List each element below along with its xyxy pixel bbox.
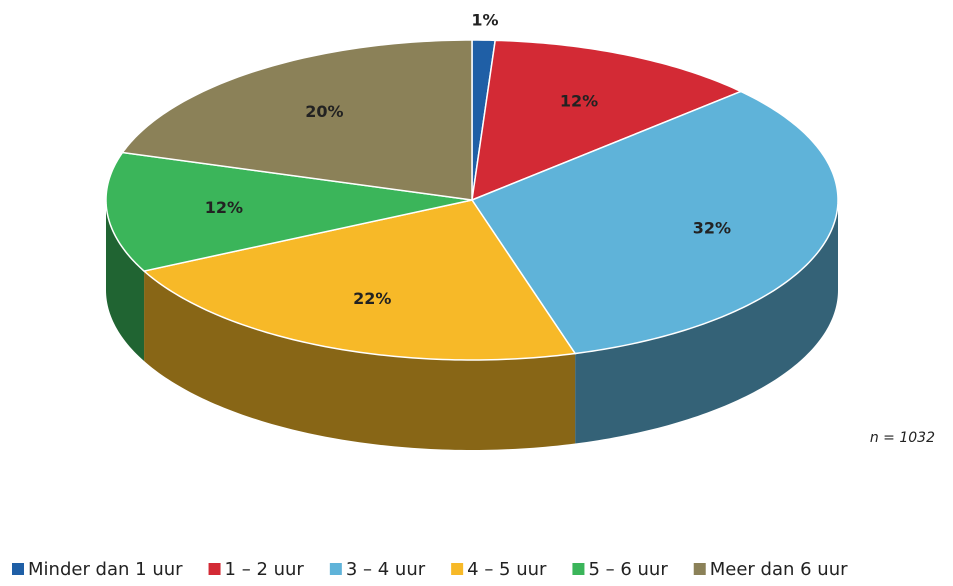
legend-swatch [693,563,706,575]
annotation: n = 1032 [870,430,935,446]
legend-swatch [12,563,24,575]
legend-label: 4 – 5 uur [467,559,547,580]
legend-swatch [451,563,464,575]
legend-label: Meer dan 6 uur [710,559,848,580]
data-label: 22% [353,289,391,308]
legend-swatch [208,563,221,575]
legend-label: 1 – 2 uur [225,559,305,580]
pie-side [106,200,145,362]
pie-slice [142,199,577,361]
pie-side [575,200,838,444]
pie-slice [105,151,473,272]
pie-slice [121,39,473,201]
pie-slice [471,39,743,202]
data-label: 32% [693,218,731,237]
legend-label: 5 – 6 uur [588,559,668,580]
data-label: 20% [305,102,343,121]
legend-label: 3 – 4 uur [346,559,426,580]
legend-swatch [329,563,342,575]
pie-side [144,271,576,450]
legend-swatch [572,563,585,575]
data-label: 12% [560,91,598,110]
data-label: 1% [471,10,498,29]
legend-label: Minder dan 1 uur [28,559,183,580]
data-label: 12% [205,198,243,217]
pie-slice [470,90,839,355]
